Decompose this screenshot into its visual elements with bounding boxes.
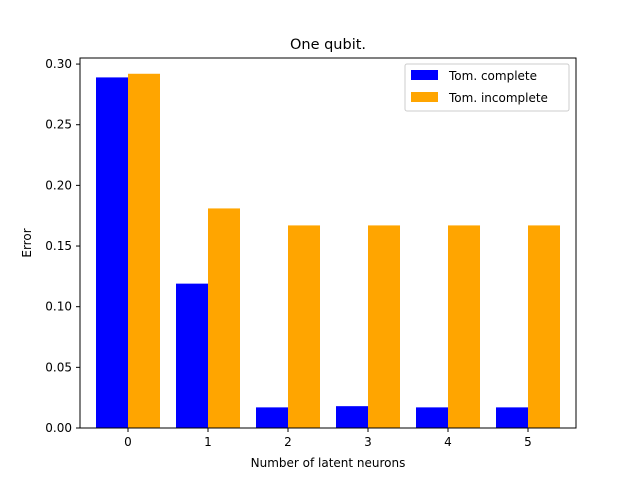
bar-tom-incomplete-3 bbox=[368, 225, 400, 428]
bar-tom-complete-4 bbox=[416, 407, 448, 428]
bar-tom-complete-2 bbox=[256, 407, 288, 428]
bar-tom-complete-3 bbox=[336, 406, 368, 428]
bars-group bbox=[96, 73, 560, 428]
bar-tom-complete-1 bbox=[176, 283, 208, 428]
y-tick-label: 0.25 bbox=[45, 118, 72, 132]
legend-label-tom-incomplete: Tom. incomplete bbox=[448, 91, 548, 105]
bar-tom-incomplete-4 bbox=[448, 225, 480, 428]
bar-tom-incomplete-0 bbox=[128, 73, 160, 428]
y-axis: 0.00 0.05 0.10 0.15 0.20 0.25 0.30 bbox=[45, 57, 80, 435]
y-tick-label: 0.20 bbox=[45, 178, 72, 192]
bar-tom-incomplete-2 bbox=[288, 225, 320, 428]
x-tick-label: 2 bbox=[284, 435, 292, 449]
plot-frame bbox=[79, 57, 577, 429]
legend: Tom. complete Tom. incomplete bbox=[404, 63, 570, 112]
y-tick-label: 0.15 bbox=[45, 239, 72, 253]
x-axis-label: Number of latent neurons bbox=[251, 456, 406, 470]
y-tick-label: 0.00 bbox=[45, 421, 72, 435]
x-tick-label: 3 bbox=[364, 435, 372, 449]
y-axis-label: Error bbox=[20, 228, 34, 257]
x-tick-label: 0 bbox=[124, 435, 132, 449]
y-tick-label: 0.30 bbox=[45, 57, 72, 71]
bar-tom-incomplete-1 bbox=[208, 208, 240, 428]
legend-swatch-tom-incomplete bbox=[411, 92, 438, 102]
x-tick-label: 4 bbox=[444, 435, 452, 449]
legend-swatch-tom-complete bbox=[411, 70, 438, 80]
x-tick-label: 5 bbox=[524, 435, 532, 449]
x-tick-label: 1 bbox=[204, 435, 212, 449]
x-axis: 0 1 2 3 4 5 bbox=[124, 428, 532, 449]
bar-tom-complete-5 bbox=[496, 407, 528, 428]
legend-label-tom-complete: Tom. complete bbox=[448, 69, 537, 83]
chart-title: One qubit. bbox=[290, 37, 366, 53]
legend-box bbox=[404, 63, 570, 112]
y-tick-label: 0.05 bbox=[45, 360, 72, 374]
bar-tom-incomplete-5 bbox=[528, 225, 560, 428]
bar-tom-complete-0 bbox=[96, 77, 128, 428]
y-tick-label: 0.10 bbox=[45, 300, 72, 314]
